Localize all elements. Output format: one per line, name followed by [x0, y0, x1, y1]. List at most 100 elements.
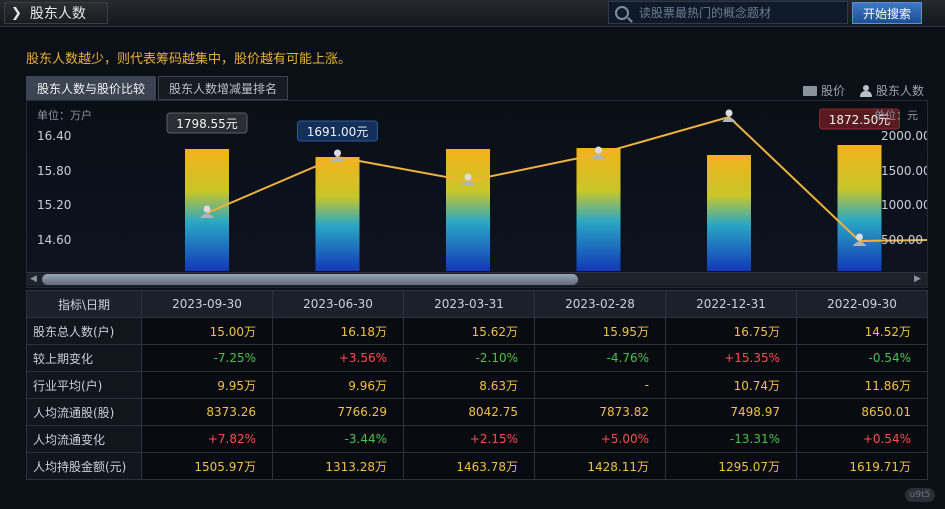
- holders-bar[interactable]: [837, 145, 882, 271]
- table-cell: -7.25%: [141, 344, 273, 372]
- table-cell: -2.10%: [403, 344, 535, 372]
- table-cell: 1295.07万: [665, 452, 797, 480]
- search-button[interactable]: 开始搜索: [852, 2, 922, 24]
- table-header-row: 指标\日期 2023-09-30 2023-06-30 2023-03-31 2…: [26, 290, 928, 318]
- table-cell: +2.15%: [403, 425, 535, 453]
- table-row: 人均流通股(股) 8373.26 7766.29 8042.75 7873.82 7498…: [26, 398, 928, 426]
- legend-holders: 股东人数: [860, 82, 924, 99]
- left-tick: 15.20: [37, 198, 72, 212]
- price-callout: 1872.50元: [819, 108, 900, 130]
- row-label: 行业平均(户): [26, 371, 142, 399]
- table-row: 人均流通变化 +7.82% -3.44% +2.15% +5.00% -13.31% +0.…: [26, 425, 928, 453]
- hint-text: 股东人数越少，则代表筹码越集中，股价越有可能上涨。: [26, 52, 352, 67]
- row-label: 人均流通股(股): [26, 398, 142, 426]
- table-cell: +0.54%: [796, 425, 928, 453]
- table-cell: 16.18万: [272, 317, 404, 345]
- table-cell: 10.74万: [665, 371, 797, 399]
- scroll-right-icon[interactable]: ▶: [914, 274, 921, 284]
- panel-title: ❯ 股东人数: [4, 2, 108, 24]
- top-bar: ❯ 股东人数 读股票最热门的概念题材 开始搜索: [0, 0, 945, 27]
- person-marker-icon[interactable]: [591, 146, 606, 160]
- table-cell: -4.76%: [534, 344, 666, 372]
- person-marker-icon[interactable]: [461, 173, 475, 187]
- row-label: 较上期变化: [26, 344, 142, 372]
- tab-holders-vs-price[interactable]: 股东人数与股价比较: [26, 76, 157, 100]
- person-marker-icon[interactable]: [200, 205, 214, 219]
- holders-bar[interactable]: [707, 155, 751, 271]
- person-marker-icon[interactable]: [722, 109, 736, 123]
- holders-data-table: 指标\日期 2023-09-30 2023-06-30 2023-03-31 2…: [26, 290, 928, 480]
- table-cell: +3.56%: [272, 344, 404, 372]
- scrollbar-thumb[interactable]: [42, 274, 578, 285]
- table-cell: 8.63万: [403, 371, 535, 399]
- table-cell: 1463.78万: [403, 452, 535, 480]
- holders-bar[interactable]: [446, 149, 490, 271]
- table-cell: 1619.71万: [796, 452, 928, 480]
- left-tick: 14.60: [37, 233, 72, 247]
- search-placeholder: 读股票最热门的概念题材: [639, 6, 772, 20]
- left-tick: 15.80: [37, 164, 72, 178]
- chevron-right-icon: ❯: [11, 5, 22, 21]
- table-cell: 7766.29: [272, 398, 404, 426]
- legend-price: 股价: [803, 82, 845, 99]
- table-cell: 1313.28万: [272, 452, 404, 480]
- table-cell: 11.86万: [796, 371, 928, 399]
- right-tick: 2000.00: [881, 129, 928, 143]
- search-icon: [615, 5, 629, 20]
- row-label: 人均持股金额(元): [26, 452, 142, 480]
- footer-badge: u9t5: [905, 488, 935, 502]
- left-axis-unit: 单位：万户: [37, 109, 92, 122]
- chart-svg: 1798.55元 1691.00元 1872.50元: [166, 108, 927, 271]
- panel-title-text: 股东人数: [29, 6, 86, 22]
- table-cell: 7498.97: [665, 398, 797, 426]
- person-marker-icon[interactable]: [330, 149, 345, 163]
- table-row: 较上期变化 -7.25% +3.56% -2.10% -4.76% +15.35% -0.5…: [26, 344, 928, 372]
- holders-bar[interactable]: [576, 148, 621, 271]
- tab-holders-change-ranking[interactable]: 股东人数增减量排名: [158, 76, 289, 100]
- table-cell: 9.96万: [272, 371, 404, 399]
- price-callout-label: 1798.55元: [176, 117, 238, 131]
- holders-bar[interactable]: [315, 157, 360, 271]
- person-icon: [860, 84, 872, 97]
- table-cell: 9.95万: [141, 371, 273, 399]
- column-header: 2023-02-28: [534, 290, 666, 318]
- price-line: [206, 115, 927, 243]
- table-cell: 8373.26: [141, 398, 273, 426]
- price-callout: 1691.00元: [297, 120, 378, 142]
- column-header: 2022-09-30: [796, 290, 928, 318]
- table-cell: 8650.01: [796, 398, 928, 426]
- row-label: 人均流通变化: [26, 425, 142, 453]
- table-cell: 16.75万: [665, 317, 797, 345]
- column-header: 2022-12-31: [665, 290, 797, 318]
- table-cell: -13.31%: [665, 425, 797, 453]
- chart-horizontal-scrollbar[interactable]: ◀ ▶: [26, 272, 928, 286]
- right-tick: 1000.00: [881, 198, 928, 212]
- right-tick: 500.00: [881, 233, 923, 247]
- table-row: 行业平均(户) 9.95万 9.96万 8.63万 -10.74万 11.86万: [26, 371, 928, 399]
- table-cell: 15.62万: [403, 317, 535, 345]
- price-callout: 1798.55元: [166, 112, 248, 134]
- person-marker-icon[interactable]: [852, 233, 867, 247]
- table-corner-header: 指标\日期: [26, 290, 142, 318]
- right-axis-unit: 单位：元: [874, 109, 918, 122]
- table-cell: 1428.11万: [534, 452, 666, 480]
- scroll-left-icon[interactable]: ◀: [30, 274, 37, 284]
- column-header: 2023-09-30: [141, 290, 273, 318]
- table-row: 人均持股金额(元) 1505.97万 1313.28万 1463.78万 1428.11…: [26, 452, 928, 480]
- legend-price-label: 股价: [821, 84, 846, 98]
- legend-holders-label: 股东人数: [876, 84, 925, 98]
- search-input[interactable]: 读股票最热门的概念题材: [608, 1, 848, 24]
- table-cell: -3.44%: [272, 425, 404, 453]
- table-cell: 1505.97万: [141, 452, 273, 480]
- table-row: 股东总人数(户) 15.00万 16.18万 15.62万 15.95万 16.75万 14…: [26, 317, 928, 345]
- holders-price-chart: 1798.55元 1691.00元 1872.50元 单位：万户 单位：元 16.4…: [26, 100, 928, 288]
- right-tick: 1500.00: [881, 164, 928, 178]
- table-cell: -0.54%: [796, 344, 928, 372]
- row-label: 股东总人数(户): [26, 317, 142, 345]
- table-cell: 14.52万: [796, 317, 928, 345]
- table-cell: 15.00万: [141, 317, 273, 345]
- table-cell: 7873.82: [534, 398, 666, 426]
- table-cell: +7.82%: [141, 425, 273, 453]
- tab-bar: 股东人数与股价比较 股东人数增减量排名: [26, 76, 290, 100]
- left-tick: 16.40: [37, 129, 72, 143]
